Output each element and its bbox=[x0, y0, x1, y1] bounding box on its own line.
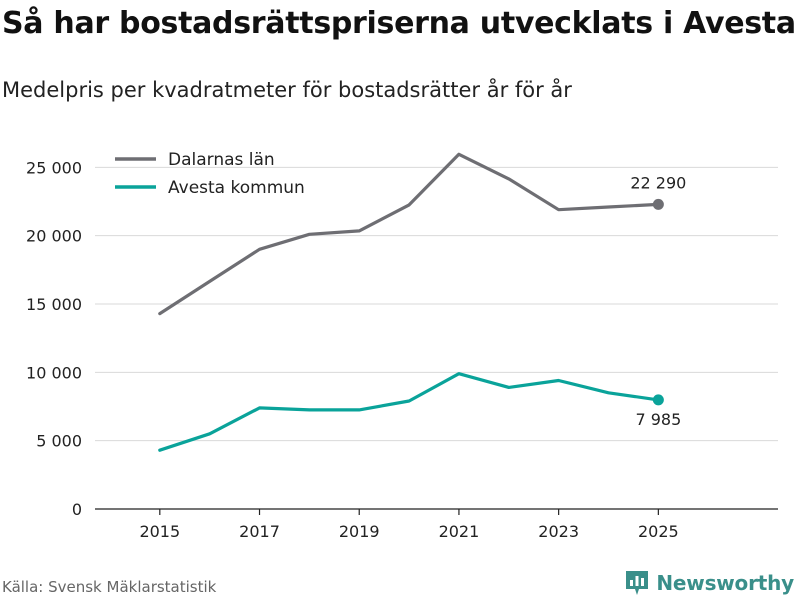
x-tick-label-2019: 2019 bbox=[339, 522, 380, 541]
x-tick-label-2025: 2025 bbox=[638, 522, 679, 541]
series-line-dalarnas-län bbox=[158, 152, 661, 316]
series-line-avesta-kommun bbox=[158, 372, 661, 452]
y-tick-label-10000: 10 000 bbox=[26, 363, 82, 382]
end-value-label-avesta-kommun: 7 985 bbox=[635, 410, 681, 429]
legend-label-avesta-kommun: Avesta kommun bbox=[168, 178, 305, 198]
source-note: Källa: Svensk Mäklarstatistik bbox=[2, 578, 217, 596]
x-tick-label-2017: 2017 bbox=[239, 522, 280, 541]
x-tick-label-2023: 2023 bbox=[538, 522, 579, 541]
end-value-label-dalarnas-län: 22 290 bbox=[630, 173, 686, 192]
gridlines bbox=[95, 166, 778, 442]
y-tick-label-25000: 25 000 bbox=[26, 158, 82, 177]
y-tick-label-5000: 5 000 bbox=[36, 432, 82, 451]
legend-label-dalarnas-län: Dalarnas län bbox=[168, 150, 275, 170]
brand-logo: Newsworthy bbox=[624, 568, 794, 598]
axes: 0 5 000 10 000 15 000 20 000 25 000 2015 2017 20… bbox=[26, 158, 778, 541]
chart-title: Så har bostadsrättspriserna utvecklats i… bbox=[2, 6, 796, 41]
y-tick-label-0: 0 bbox=[72, 500, 82, 519]
newsworthy-logo-icon bbox=[626, 571, 649, 595]
chart-subtitle: Medelpris per kvadratmeter för bostadsrä… bbox=[2, 78, 572, 102]
y-tick-label-15000: 15 000 bbox=[26, 295, 82, 314]
x-tick-label-2015: 2015 bbox=[139, 522, 180, 541]
brand-name: Newsworthy bbox=[656, 571, 794, 595]
y-tick-label-20000: 20 000 bbox=[26, 227, 82, 246]
series: 22 290 7 985 bbox=[158, 152, 686, 452]
series-end-point-avesta-kommun bbox=[652, 394, 664, 406]
series-end-point-dalarnas-län bbox=[652, 198, 664, 210]
x-tick-label-2021: 2021 bbox=[439, 522, 480, 541]
legend: Dalarnas län Avesta kommun bbox=[115, 150, 305, 198]
